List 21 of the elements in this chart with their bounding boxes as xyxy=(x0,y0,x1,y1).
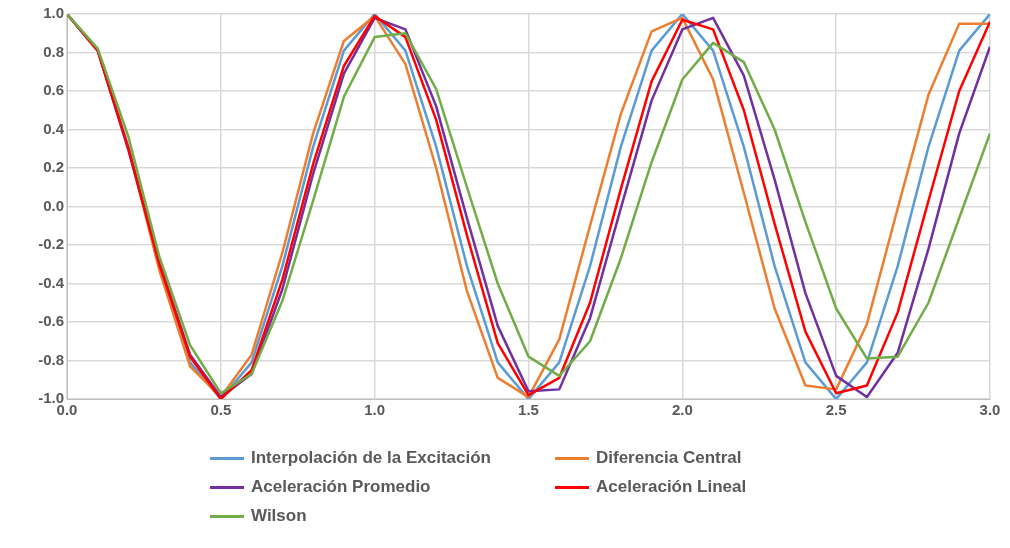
y-tick-label: 0.0 xyxy=(43,196,64,214)
x-tick-label: 2.5 xyxy=(825,401,847,419)
y-tick-label: 0.6 xyxy=(43,81,64,99)
y-tick-label: 1.0 xyxy=(43,4,64,22)
y-tick-label: -0.8 xyxy=(38,350,64,368)
y-tick-label: -0.4 xyxy=(38,273,65,291)
x-tick-label: 3.0 xyxy=(979,401,1001,419)
x-tick-label: 1.0 xyxy=(364,401,386,419)
legend-label: Aceleración Lineal xyxy=(596,477,747,497)
x-tick-label: 2.0 xyxy=(671,401,693,419)
legend-label: Interpolación de la Excitación xyxy=(251,448,491,468)
y-tick-label: 0.2 xyxy=(43,158,64,176)
legend-label: Wilson xyxy=(251,506,307,526)
y-tick-label: -0.6 xyxy=(38,312,64,330)
legend-label: Aceleración Promedio xyxy=(251,477,431,497)
x-tick-label: 1.5 xyxy=(518,401,539,419)
y-tick-label: -0.2 xyxy=(38,235,64,253)
y-tick-label: 0.8 xyxy=(43,42,64,60)
y-tick-label: 0.4 xyxy=(43,119,65,137)
legend-label: Diferencia Central xyxy=(596,448,742,468)
x-tick-label: 0.5 xyxy=(210,401,232,419)
